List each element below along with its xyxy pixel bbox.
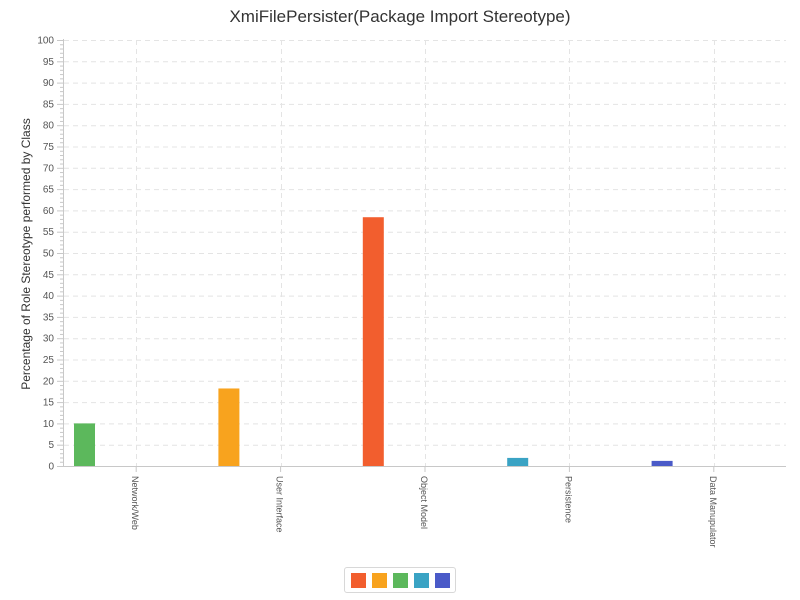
bar xyxy=(507,457,529,466)
bar xyxy=(362,217,384,466)
x-tick-label: Data Manupulator xyxy=(708,476,718,548)
y-tick-label: 40 xyxy=(43,291,55,302)
y-tick-label: 90 xyxy=(43,78,55,89)
y-tick-label: 60 xyxy=(43,206,55,217)
legend-swatch xyxy=(414,573,429,588)
y-tick-label: 100 xyxy=(37,36,54,47)
y-tick-label: 75 xyxy=(43,142,55,153)
chart-title: XmiFilePersister(Package Import Stereoty… xyxy=(229,7,571,26)
x-tick-label: Object Model xyxy=(419,476,429,529)
y-tick-label: 80 xyxy=(43,121,55,132)
legend xyxy=(344,567,456,593)
y-tick-label: 95 xyxy=(43,57,55,68)
y-tick-label: 45 xyxy=(43,270,55,281)
legend-swatch xyxy=(351,573,366,588)
y-tick-label: 0 xyxy=(48,462,54,473)
bar xyxy=(74,423,95,466)
y-tick-label: 20 xyxy=(43,376,55,387)
y-tick-label: 25 xyxy=(43,355,55,366)
y-tick-label: 35 xyxy=(43,312,55,323)
y-tick-label: 85 xyxy=(43,99,55,110)
y-tick-label: 15 xyxy=(43,398,55,409)
x-tick-label: Network/Web xyxy=(130,476,140,530)
legend-swatch xyxy=(372,573,387,588)
bar xyxy=(651,460,673,466)
y-tick-label: 5 xyxy=(48,440,54,451)
x-tick-label: User Interface xyxy=(275,476,285,533)
y-tick-label: 70 xyxy=(43,163,55,174)
legend-swatch xyxy=(435,573,450,588)
y-tick-label: 55 xyxy=(43,227,55,238)
y-tick-label: 30 xyxy=(43,334,55,345)
y-tick-label: 65 xyxy=(43,185,55,196)
bar xyxy=(218,388,240,466)
y-tick-label: 50 xyxy=(43,249,55,260)
legend-swatch xyxy=(393,573,408,588)
x-tick-label: Persistence xyxy=(563,476,573,523)
y-tick-label: 10 xyxy=(43,419,55,430)
